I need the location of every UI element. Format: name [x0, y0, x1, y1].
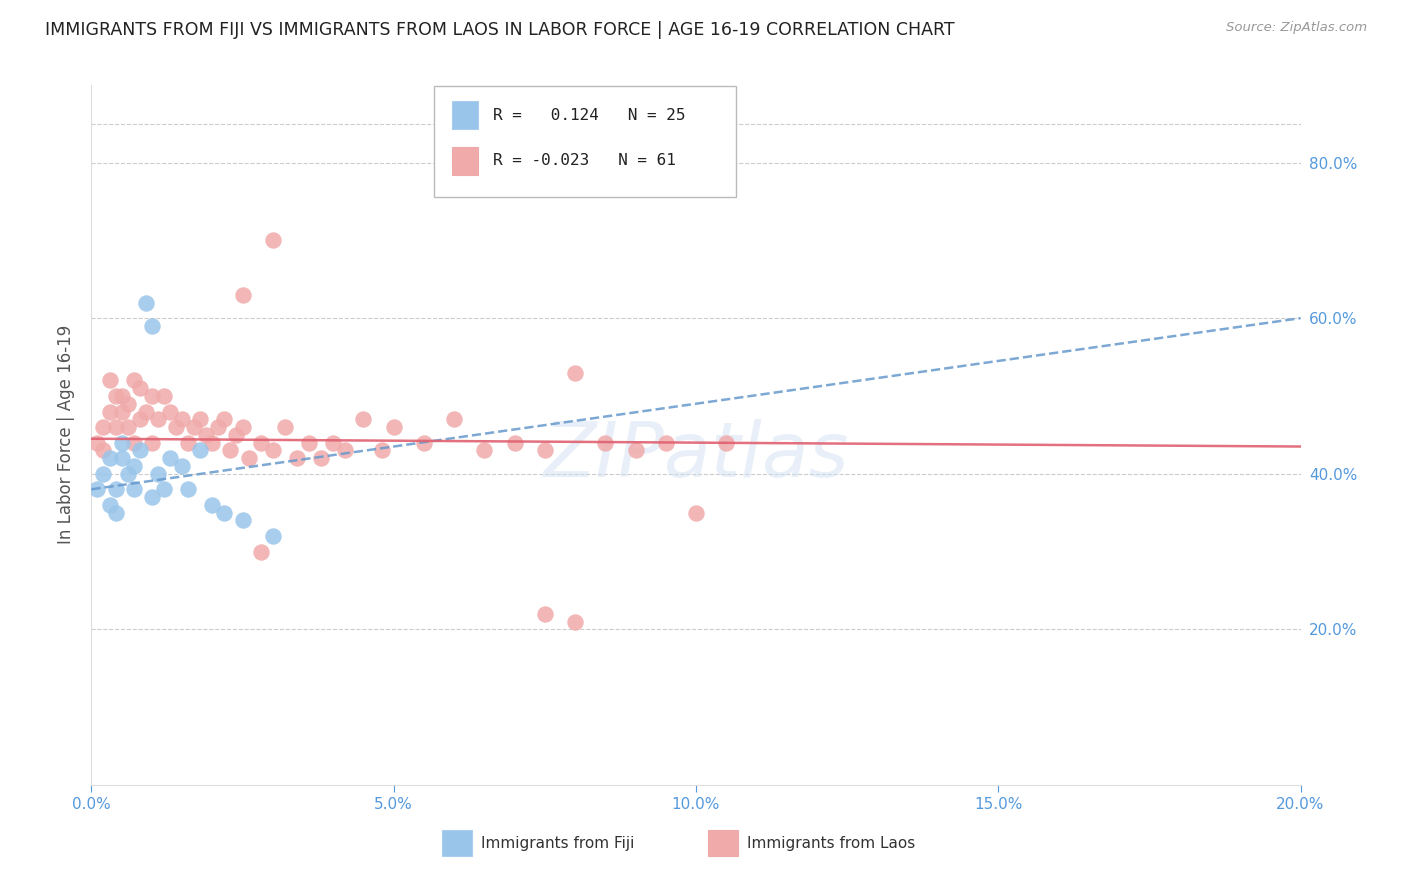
Point	[335, 443, 357, 458]
Point	[111, 404, 132, 418]
Point	[122, 435, 145, 450]
Point	[249, 544, 271, 558]
Point	[104, 483, 127, 497]
Point	[141, 490, 163, 504]
Point	[104, 389, 127, 403]
Point	[135, 404, 157, 418]
Point	[262, 233, 284, 247]
Point	[146, 412, 169, 426]
Point	[201, 498, 224, 512]
Point	[533, 607, 555, 621]
Point	[104, 420, 127, 434]
Point	[382, 420, 405, 434]
Point	[443, 412, 465, 426]
Point	[111, 451, 132, 466]
Point	[370, 443, 392, 458]
Point	[93, 467, 115, 481]
Point	[159, 404, 181, 418]
Point	[141, 318, 163, 333]
Point	[172, 458, 194, 473]
Text: Source: ZipAtlas.com: Source: ZipAtlas.com	[1226, 21, 1367, 34]
Point	[93, 420, 115, 434]
Text: ZIPatlas: ZIPatlas	[543, 419, 849, 493]
Point	[654, 435, 676, 450]
Point	[122, 483, 145, 497]
Point	[714, 435, 737, 450]
Text: Immigrants from Laos: Immigrants from Laos	[747, 836, 915, 851]
Point	[98, 498, 121, 512]
Point	[146, 467, 169, 481]
Bar	[709, 830, 738, 856]
Point	[201, 435, 224, 450]
Point	[214, 506, 236, 520]
Point	[128, 381, 150, 395]
Point	[93, 443, 115, 458]
Point	[309, 451, 332, 466]
Point	[225, 428, 247, 442]
FancyBboxPatch shape	[433, 87, 735, 197]
Point	[111, 389, 132, 403]
Point	[153, 389, 176, 403]
Point	[685, 506, 707, 520]
Point	[117, 467, 139, 481]
Point	[231, 513, 253, 527]
Bar	[451, 101, 478, 129]
Text: Immigrants from Fiji: Immigrants from Fiji	[481, 836, 634, 851]
Point	[564, 366, 586, 380]
Point	[183, 420, 205, 434]
Point	[111, 435, 132, 450]
Point	[117, 420, 139, 434]
Point	[322, 435, 344, 450]
Point	[188, 443, 211, 458]
Point	[98, 373, 121, 387]
Point	[231, 287, 253, 301]
Point	[122, 373, 145, 387]
Bar	[451, 146, 478, 175]
Point	[285, 451, 308, 466]
Text: IMMIGRANTS FROM FIJI VS IMMIGRANTS FROM LAOS IN LABOR FORCE | AGE 16-19 CORRELAT: IMMIGRANTS FROM FIJI VS IMMIGRANTS FROM …	[45, 21, 955, 38]
Point	[159, 451, 181, 466]
Point	[262, 443, 284, 458]
Point	[98, 404, 121, 418]
Point	[165, 420, 187, 434]
Point	[122, 458, 145, 473]
Bar	[441, 830, 472, 856]
Point	[86, 435, 108, 450]
Point	[86, 483, 108, 497]
Point	[177, 435, 200, 450]
Text: R =   0.124   N = 25: R = 0.124 N = 25	[494, 108, 685, 122]
Point	[177, 483, 200, 497]
Point	[298, 435, 321, 450]
Point	[352, 412, 374, 426]
Point	[195, 428, 218, 442]
Point	[503, 435, 526, 450]
Point	[533, 443, 555, 458]
Point	[117, 397, 139, 411]
Point	[238, 451, 260, 466]
Point	[249, 435, 271, 450]
Y-axis label: In Labor Force | Age 16-19: In Labor Force | Age 16-19	[58, 326, 76, 544]
Point	[98, 451, 121, 466]
Point	[153, 483, 176, 497]
Point	[624, 443, 647, 458]
Point	[564, 615, 586, 629]
Point	[128, 443, 150, 458]
Point	[472, 443, 495, 458]
Point	[214, 412, 236, 426]
Point	[274, 420, 297, 434]
Point	[188, 412, 211, 426]
Point	[141, 435, 163, 450]
Point	[172, 412, 194, 426]
Point	[595, 435, 617, 450]
Point	[141, 389, 163, 403]
Point	[104, 506, 127, 520]
Point	[135, 295, 157, 310]
Point	[219, 443, 242, 458]
Point	[413, 435, 436, 450]
Text: R = -0.023   N = 61: R = -0.023 N = 61	[494, 153, 676, 168]
Point	[231, 420, 253, 434]
Point	[128, 412, 150, 426]
Point	[262, 529, 284, 543]
Point	[207, 420, 229, 434]
